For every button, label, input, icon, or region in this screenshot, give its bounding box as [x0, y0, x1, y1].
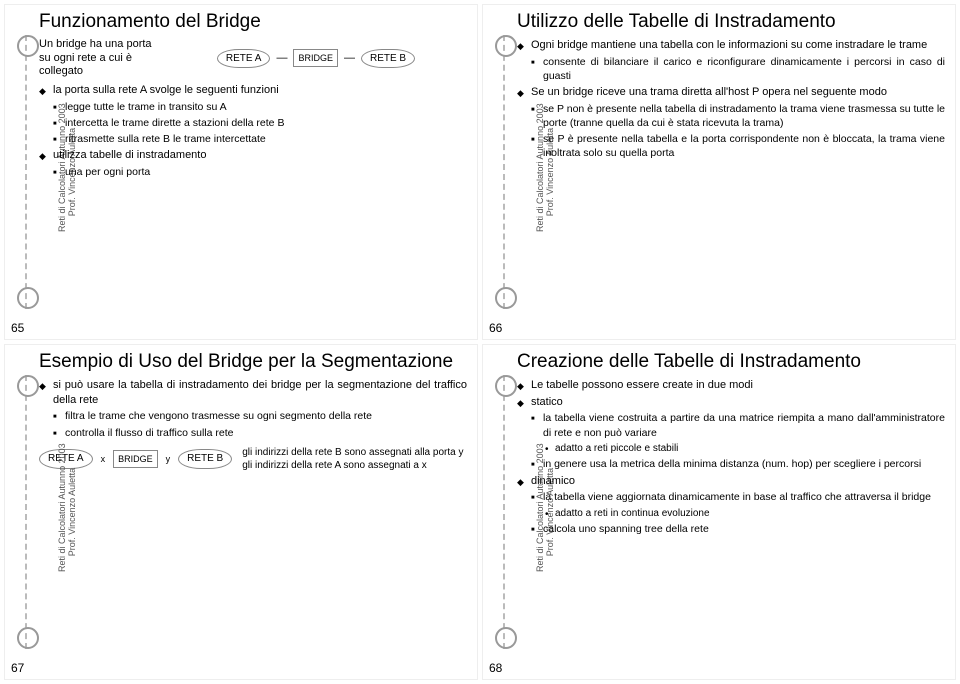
link-line: — [276, 51, 287, 66]
subbullet: in genere usa la metrica della minima di… [517, 457, 945, 471]
sidebar-prof: Prof. Vincenzo Auletta [67, 468, 77, 556]
slide-65: Reti di Calcolatori Autunno 2003 Prof. V… [4, 4, 478, 340]
bullet: Le tabelle possono essere create in due … [517, 378, 945, 393]
subbullet: se P non è presente nella tabella di ins… [517, 102, 945, 130]
sidebar-brand: Reti di Calcolatori [535, 161, 545, 232]
subbullet: calcola uno spanning tree della rete [517, 522, 945, 536]
link-line: — [344, 51, 355, 66]
port-y: y [166, 453, 171, 465]
subbullet: controlla il flusso di traffico sulla re… [39, 426, 467, 440]
slide-title: Creazione delle Tabelle di Instradamento [517, 351, 945, 374]
subbullet: la tabella viene aggiornata dinamicament… [517, 490, 945, 504]
slide-68: Reti di Calcolatori Autunno 2003 Prof. V… [482, 344, 956, 680]
sidebar-decoration [503, 375, 507, 649]
subbullet: una per ogni porta [39, 165, 467, 179]
bullet: Se un bridge riceve una trama diretta al… [517, 85, 945, 100]
slide-66: Reti di Calcolatori Autunno 2003 Prof. V… [482, 4, 956, 340]
bullet: la porta sulla rete A svolge le seguenti… [39, 83, 467, 98]
page-number: 65 [11, 321, 24, 335]
sidebar-label: Reti di Calcolatori Autunno 2003 Prof. V… [57, 452, 77, 572]
cloud-b: RETE B [178, 449, 232, 469]
intro-text: Un bridge ha una porta su ogni rete a cu… [39, 38, 159, 79]
cloud-a: RETE A [217, 49, 271, 69]
subbullet: ritrasmette sulla rete B le trame interc… [39, 132, 467, 146]
subbullet: intercetta le trame dirette a stazioni d… [39, 116, 467, 130]
subbullet: la tabella viene costruita a partire da … [517, 411, 945, 439]
page-number: 67 [11, 661, 24, 675]
bullet: Ogni bridge mantiene una tabella con le … [517, 38, 945, 53]
page-number: 68 [489, 661, 502, 675]
sidebar-decoration [25, 35, 29, 309]
sidebar-course: Autunno 2003 [57, 443, 67, 499]
subbullet: consente di bilanciare il carico e ricon… [517, 55, 945, 83]
subbullet: filtra le trame che vengono trasmesse su… [39, 409, 467, 423]
sidebar-decoration [503, 35, 507, 309]
subsubbullet: adatto a reti piccole e stabili [517, 442, 945, 456]
addr-note-b: gli indirizzi della rete B sono assegnat… [242, 446, 463, 459]
bullet: statico [517, 395, 945, 410]
bullet: utilizza tabelle di instradamento [39, 148, 467, 163]
slide-title: Utilizzo delle Tabelle di Instradamento [517, 11, 945, 34]
slide-67: Reti di Calcolatori Autunno 2003 Prof. V… [4, 344, 478, 680]
slide-title: Esempio di Uso del Bridge per la Segment… [39, 351, 467, 374]
bullet: si può usare la tabella di instradamento… [39, 378, 467, 408]
bridge-box: BRIDGE [113, 450, 158, 468]
intro-row: Un bridge ha una porta su ogni rete a cu… [39, 38, 467, 79]
page-number: 66 [489, 321, 502, 335]
bridge-box: BRIDGE [293, 49, 338, 67]
addr-note-a: gli indirizzi della rete A sono assegnat… [242, 459, 463, 472]
port-x: x [101, 453, 106, 465]
subbullet: se P è presente nella tabella e la porta… [517, 132, 945, 160]
slide-title: Funzionamento del Bridge [39, 11, 467, 34]
subsubbullet: adatto a reti in continua evoluzione [517, 507, 945, 521]
subbullet: legge tutte le trame in transito su A [39, 100, 467, 114]
sidebar-brand: Reti di Calcolatori [57, 501, 67, 572]
sidebar-decoration [25, 375, 29, 649]
bullet: dinamico [517, 474, 945, 489]
bridge-diagram: RETE A — BRIDGE — RETE B [165, 49, 467, 69]
cloud-b: RETE B [361, 49, 415, 69]
